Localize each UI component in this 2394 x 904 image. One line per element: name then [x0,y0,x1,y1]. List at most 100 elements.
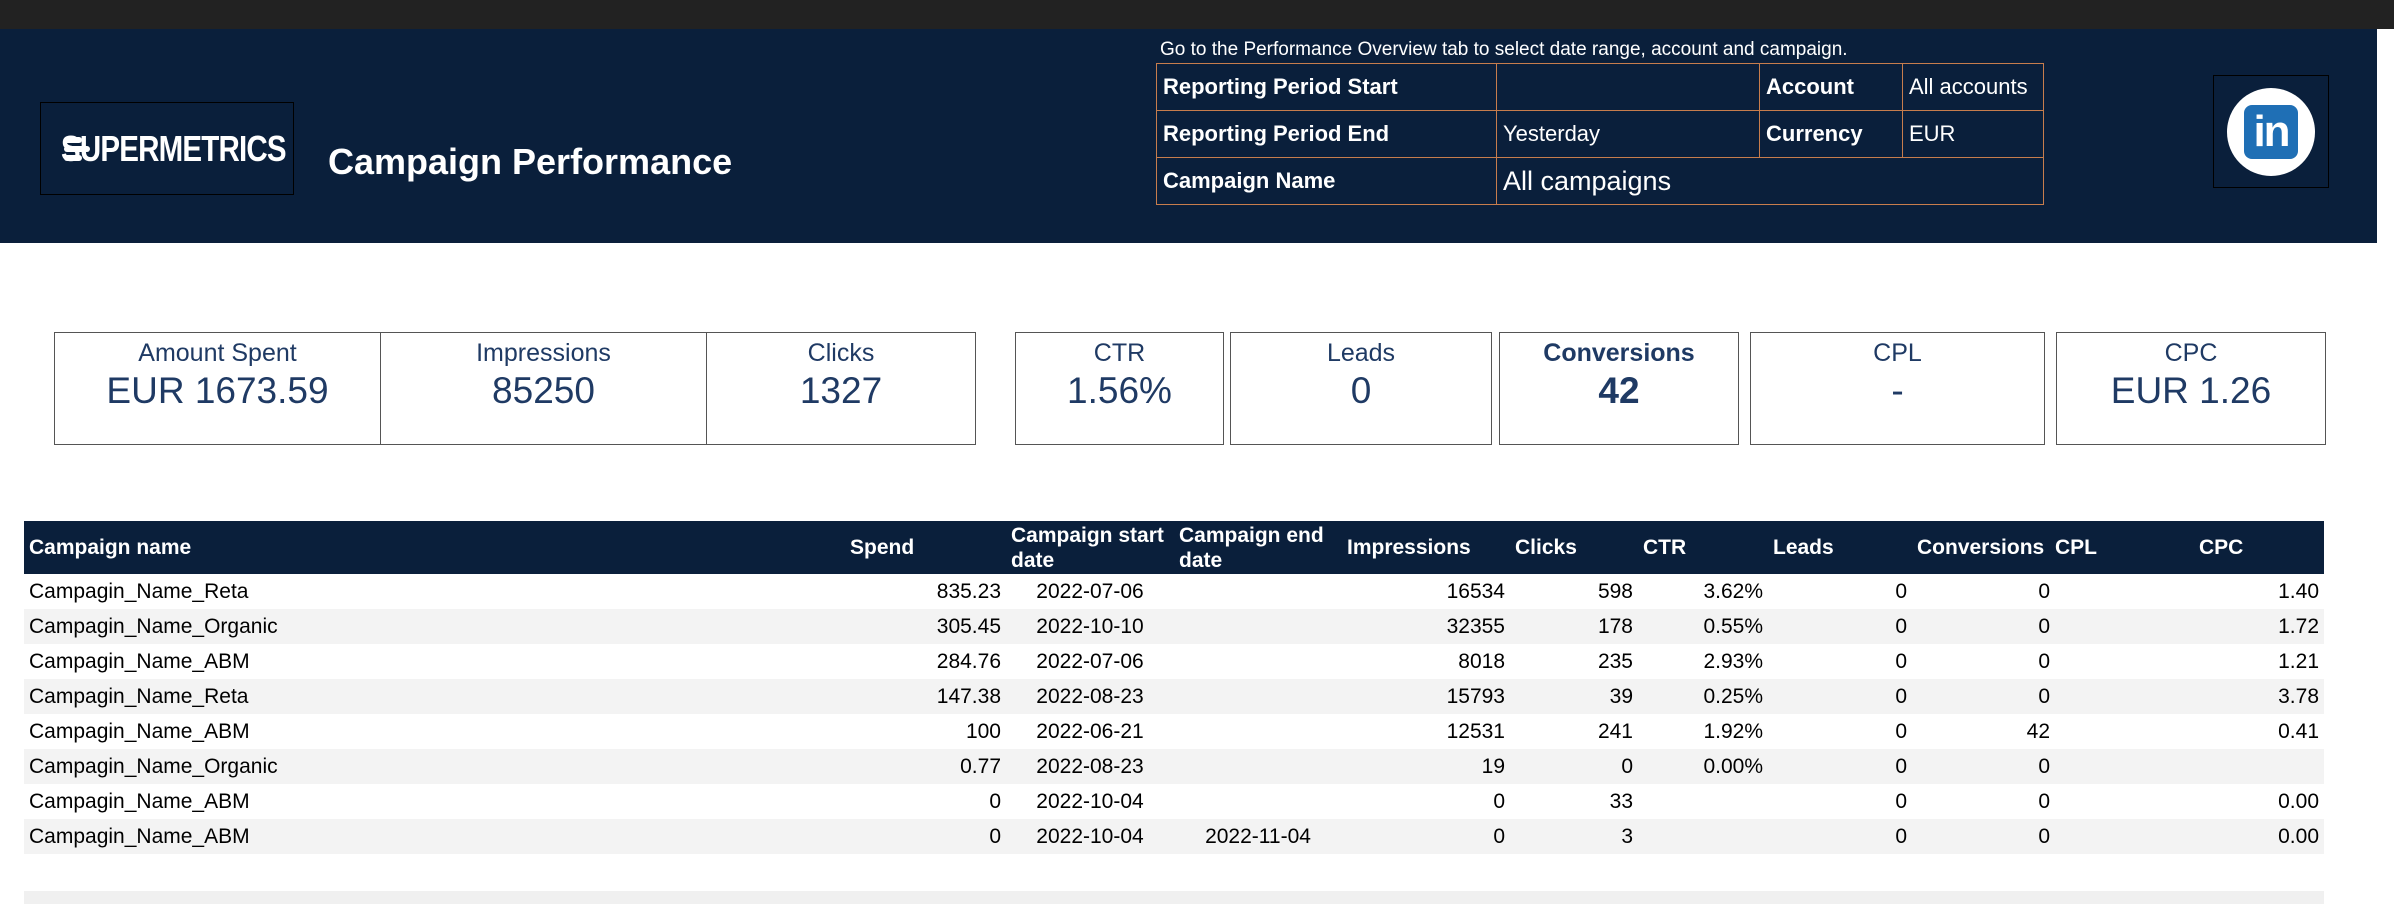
cell-impressions: 16534 [1446,579,1505,603]
cell-clicks: 178 [1510,609,1638,644]
cell-clicks: 33 [1609,789,1633,813]
cell-clicks: 241 [1597,719,1633,743]
table-row[interactable]: Campagin_Name_Organic 0.77 2022-08-23 19 0 0.… [24,749,2324,784]
cell-start-date: 2022-06-21 [1036,719,1144,743]
col-cpl[interactable]: CPL [2055,521,2199,574]
cell-impressions: 15793 [1342,679,1510,714]
cell-campaign-name: Campagin_Name_ABM [24,819,794,854]
linkedin-icon: in [2244,104,2298,159]
cell-spend: 305.45 [794,609,1006,644]
period-end-value[interactable]: Yesterday [1496,110,1760,158]
col-spend[interactable]: Spend [794,521,1006,574]
cell-leads: 0 [1768,679,1912,714]
cell-leads: 0 [1895,719,1907,743]
window-top-bar [0,0,2394,29]
cell-ctr: 2.93% [1703,649,1763,673]
cell-leads: 0 [1895,789,1907,813]
cell-campaign-name: Campagin_Name_Organic [24,609,794,644]
table-row[interactable]: Campagin_Name_Reta 147.38 2022-08-23 15793 3… [24,679,2324,714]
cell-end-date [1174,749,1342,784]
cell-impressions: 19 [1342,749,1510,784]
cell-spend: 100 [965,719,1001,743]
table-row[interactable]: Campagin_Name_Reta 835.23 2022-07-06 16534 5… [24,574,2324,609]
campaign-name-value[interactable]: All campaigns [1496,157,2044,205]
kpi-label: Conversions [1543,339,1695,367]
kpi-label: CPL [1873,339,1922,367]
kpi-label: CTR [1093,339,1146,367]
cell-spend: 835.23 [936,579,1001,603]
table-row[interactable]: Campagin_Name_ABM 0 2022-10-04 0 33 0 0 0.00 [24,784,2324,819]
kpi-label: Impressions [476,339,611,367]
col-conversions[interactable]: Conversions [1912,521,2055,574]
col-clicks[interactable]: Clicks [1510,521,1638,574]
linkedin-logo: in [2213,75,2329,188]
cell-conversions: 0 [1912,819,2055,854]
account-value[interactable]: All accounts [1902,63,2044,111]
cell-conversions: 0 [1912,609,2055,644]
col-end-date[interactable]: Campaign end date [1174,521,1342,574]
cell-end-date [1174,679,1342,714]
cell-start-date: 2022-08-23 [1006,749,1174,784]
cell-impressions: 0 [1493,789,1505,813]
table-row[interactable]: Campagin_Name_ABM 0 2022-10-04 2022-11-04 0 3… [24,819,2324,854]
cell-cpc: 0.00 [2278,789,2319,813]
kpi-value: EUR 1673.59 [106,370,329,411]
cell-cpl [2055,679,2199,714]
table-row[interactable]: Campagin_Name_Organic 305.45 2022-10-10 323… [24,609,2324,644]
cell-campaign-name: Campagin_Name_Reta [29,579,249,603]
kpi-conversions: Conversions 42 [1499,332,1739,445]
cell-start-date: 2022-10-04 [1006,819,1174,854]
kpi-label: Leads [1326,339,1396,367]
col-ctr[interactable]: CTR [1638,521,1768,574]
cell-start-date: 2022-10-10 [1006,609,1174,644]
cell-ctr [1638,784,1768,819]
cell-campaign-name: Campagin_Name_ABM [29,789,250,813]
cell-ctr: 0.25% [1638,679,1768,714]
kpi-value: 0 [1350,370,1372,411]
cell-cpc [2199,749,2324,784]
cell-end-date: 2022-11-04 [1174,819,1342,854]
cell-spend: 0 [989,789,1001,813]
supermetrics-logo: SUPERMETRICS [40,102,294,195]
cell-ctr: 0.55% [1638,609,1768,644]
cell-cpl [2055,714,2199,749]
kpi-value: 42 [1598,370,1640,411]
kpi-label: Clicks [807,339,875,367]
period-start-value[interactable] [1496,63,1760,111]
cell-leads: 0 [1895,649,1907,673]
cell-clicks: 0 [1510,749,1638,784]
table-footer-bar [24,891,2324,904]
campaign-table: Campaign name Spend Campaign start date … [24,521,2324,854]
kpi-label: CPC [2164,339,2218,367]
cell-end-date [1174,609,1342,644]
campaign-name-label: Campaign Name [1156,157,1497,205]
col-cpc[interactable]: CPC [2199,521,2324,574]
cell-leads: 0 [1768,609,1912,644]
cell-campaign-name: Campagin_Name_Organic [24,749,794,784]
col-campaign-name[interactable]: Campaign name [24,521,794,574]
kpi-cpl: CPL - [1750,332,2045,445]
table-row[interactable]: Campagin_Name_ABM 100 2022-06-21 12531 241 1.… [24,714,2324,749]
currency-label: Currency [1759,110,1903,158]
cell-cpl [2055,749,2199,784]
cell-clicks: 598 [1597,579,1633,603]
currency-value[interactable]: EUR [1902,110,2044,158]
instruction-note: Go to the Performance Overview tab to se… [1160,39,1848,60]
table-row[interactable]: Campagin_Name_ABM 284.76 2022-07-06 8018 235… [24,644,2324,679]
kpi-label: Amount Spent [138,339,297,367]
cell-end-date [1174,784,1342,819]
cell-cpl [2055,784,2199,819]
col-impressions[interactable]: Impressions [1342,521,1510,574]
cell-cpl [2055,609,2199,644]
cell-start-date: 2022-07-06 [1036,579,1144,603]
cell-cpc: 0.00 [2199,819,2324,854]
col-leads[interactable]: Leads [1768,521,1912,574]
cell-ctr: 0.00% [1638,749,1768,784]
kpi-leads: Leads 0 [1230,332,1492,445]
cell-cpc: 1.40 [2278,579,2319,603]
col-start-date[interactable]: Campaign start date [1006,521,1174,574]
cell-campaign-name: Campagin_Name_ABM [29,649,250,673]
table-body: Campagin_Name_Reta 835.23 2022-07-06 16534 5… [24,574,2324,854]
cell-conversions: 0 [1912,749,2055,784]
cell-campaign-name: Campagin_Name_ABM [29,719,250,743]
